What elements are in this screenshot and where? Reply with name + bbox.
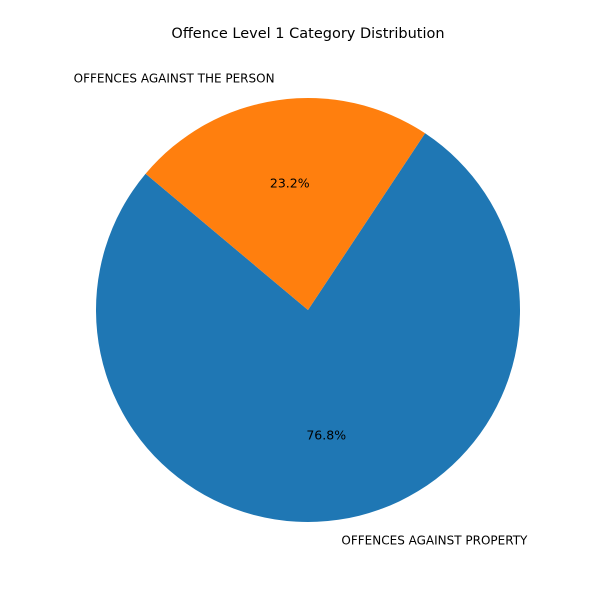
category-label-2: OFFENCES AGAINST THE PERSON: [74, 72, 275, 86]
pie-slices: [96, 97, 521, 522]
category-label-1: OFFENCES AGAINST PROPERTY: [341, 533, 528, 547]
chart-title: Offence Level 1 Category Distribution: [171, 26, 444, 42]
pie-labels: OFFENCES AGAINST PROPERTY 76.8% OFFENCES A…: [74, 72, 528, 548]
percent-label-1: 76.8%: [306, 427, 346, 442]
pie-slice-2: [145, 97, 426, 311]
pie-slice-1: [96, 133, 521, 522]
percent-label-2: 23.2%: [270, 176, 310, 191]
